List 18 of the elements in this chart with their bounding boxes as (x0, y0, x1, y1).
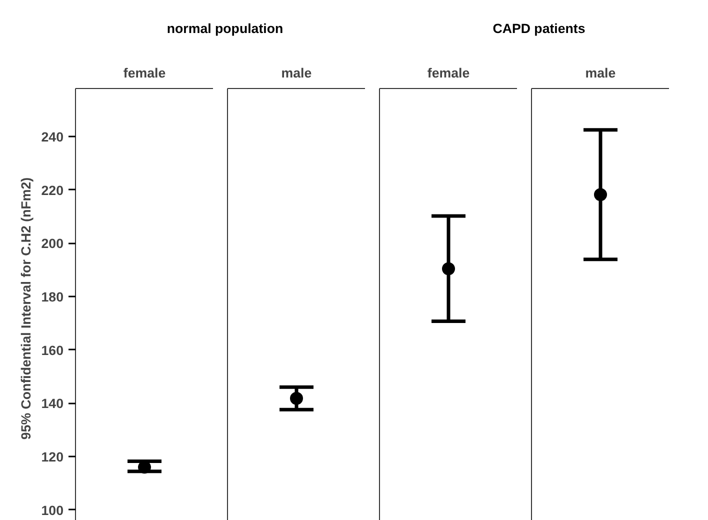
y-axis-title: 95% Confidential Interval for C.H2 (nFm2) (18, 177, 34, 440)
x-tick-label: male (281, 66, 312, 80)
point (442, 262, 455, 276)
point (290, 392, 303, 405)
y-tick-label: 120 (41, 450, 64, 464)
text: normal population (166, 20, 284, 38)
x-tick-label: female (123, 66, 166, 80)
y-tick-label: 220 (41, 182, 64, 198)
x-tick-label: female (427, 66, 470, 80)
text: CAPD patients (492, 20, 586, 38)
point (594, 188, 607, 202)
y-tick-label: 180 (41, 290, 64, 304)
y-tick-label: 160 (41, 342, 64, 358)
y-tick-label: 240 (41, 130, 64, 144)
y-tick-label: 200 (41, 236, 64, 252)
y-tick-label: 140 (41, 396, 64, 412)
x-tick-label: male (585, 66, 616, 80)
y-tick-label: 100 (41, 502, 64, 518)
